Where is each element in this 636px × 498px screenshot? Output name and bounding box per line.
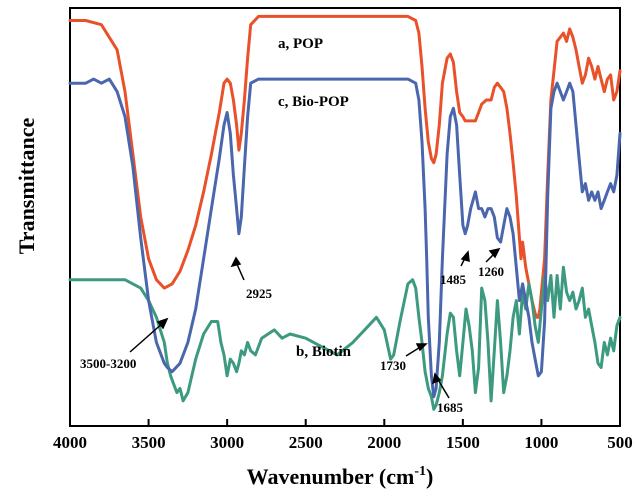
arrowhead-1485 xyxy=(460,250,470,263)
x-axis-title-main: Wavenumber (cm xyxy=(247,464,415,489)
annotation-3500-3200: 3500-3200 xyxy=(80,356,136,371)
arrowhead-3500-3200 xyxy=(156,317,169,330)
series-line-biotin xyxy=(68,265,622,411)
x-tick-label: 3000 xyxy=(210,433,244,452)
x-tick-label: 2000 xyxy=(367,433,401,452)
series-line-bio-pop xyxy=(68,77,622,399)
series-label-bio-pop: c, Bio-POP xyxy=(278,94,349,110)
series-label-biotin: b, Biotin xyxy=(296,344,352,360)
annotation-1485: 1485 xyxy=(440,272,467,287)
x-tick-label: 3500 xyxy=(132,433,166,452)
x-axis-title-sup: -1 xyxy=(414,464,426,479)
x-axis-title-close: ) xyxy=(426,464,433,489)
y-axis-title: Transmittance xyxy=(14,118,39,255)
x-tick-label: 500 xyxy=(607,433,633,452)
annotation-1260: 1260 xyxy=(478,264,504,279)
series-line-pop xyxy=(68,14,622,319)
x-axis-title: Wavenumber (cm-1) xyxy=(247,464,434,489)
x-tick-label: 1000 xyxy=(524,433,558,452)
series-layer xyxy=(68,14,622,411)
arrowhead-1260 xyxy=(488,247,501,259)
arrowhead-1685 xyxy=(431,372,442,385)
arrowhead-1730 xyxy=(415,343,428,352)
x-tick-label: 1500 xyxy=(446,433,480,452)
arrow-1685 xyxy=(436,377,450,399)
x-axis-ticks: 4000 3500 3000 2500 2000 1500 1000 500 xyxy=(53,419,633,452)
annotation-arrows xyxy=(129,247,501,399)
arrow-3500-3200 xyxy=(129,321,165,353)
arrowhead-2925 xyxy=(230,256,242,268)
series-label-pop: a, POP xyxy=(278,36,323,52)
x-tick-label: 4000 xyxy=(53,433,87,452)
annotation-1685: 1685 xyxy=(437,400,464,415)
x-tick-label: 2500 xyxy=(289,433,323,452)
plot-frame xyxy=(69,7,621,427)
annotation-1730: 1730 xyxy=(380,358,406,373)
annotation-2925: 2925 xyxy=(246,286,273,301)
